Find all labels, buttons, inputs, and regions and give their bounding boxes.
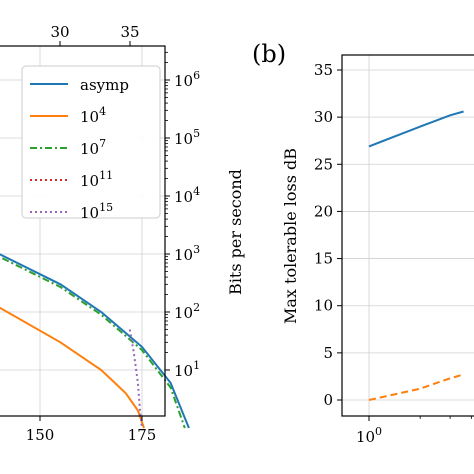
- panel-a-ticks: 150 175 30 35 101 102 103 104 105 106: [26, 23, 200, 444]
- y-tick-label: 102: [174, 301, 200, 322]
- y-tick-label: 104: [174, 185, 200, 206]
- series-line: [368, 110, 464, 148]
- legend: asymp 104 107 1011 1015: [21, 65, 161, 222]
- x-tick-label: 175: [128, 426, 157, 444]
- panel-b-y-axis-label: Max tolerable loss dB: [281, 148, 300, 324]
- y-tick-label: 101: [174, 359, 200, 380]
- panel-a-y-axis-label: Bits per second: [226, 169, 245, 295]
- legend-label: 104: [80, 105, 106, 126]
- y-tick-label: 25: [314, 155, 333, 173]
- legend-label: asymp: [80, 76, 129, 94]
- y-tick-label: 20: [314, 202, 333, 220]
- y-tick-label: 0: [323, 391, 333, 409]
- legend-label: 107: [80, 137, 106, 158]
- top-tick-label: 35: [120, 23, 139, 41]
- panel-b-ticks: 0 5 10 15 20 25 30 35 100: [314, 61, 472, 446]
- series-line: [128, 329, 143, 429]
- y-tick-label: 105: [174, 127, 200, 148]
- y-tick-label: 103: [174, 243, 200, 264]
- x-tick-label: 150: [26, 426, 55, 444]
- legend-label: 1011: [80, 169, 113, 190]
- panel-b: (b) 0 5 10 15 20 25 30 35 100 Max tolerable loss…: [252, 40, 474, 446]
- y-tick-label: 15: [314, 250, 333, 268]
- x-tick-label: 100: [356, 425, 382, 446]
- series-line: [0, 253, 190, 429]
- top-tick-label: 30: [50, 23, 69, 41]
- y-tick-label: 30: [314, 108, 333, 126]
- panel-b-axes-frame: [341, 54, 474, 417]
- y-tick-label: 106: [174, 69, 200, 90]
- y-tick-label: 10: [314, 297, 333, 315]
- y-tick-label: 5: [323, 344, 333, 362]
- panel-b-label: (b): [252, 40, 286, 68]
- panel-b-series: [368, 110, 464, 401]
- series-line: [368, 373, 464, 401]
- panel-a-axes-frame: [0, 45, 166, 417]
- panel-a: 150 175 30 35 101 102 103 104 105 106 Bits per se…: [0, 23, 245, 444]
- panel-a-series: [0, 253, 190, 429]
- legend-label: 1015: [80, 201, 113, 222]
- series-line: [0, 255, 186, 429]
- panel-b-grid: [342, 55, 474, 416]
- series-line: [0, 306, 145, 429]
- y-tick-label: 35: [314, 61, 333, 79]
